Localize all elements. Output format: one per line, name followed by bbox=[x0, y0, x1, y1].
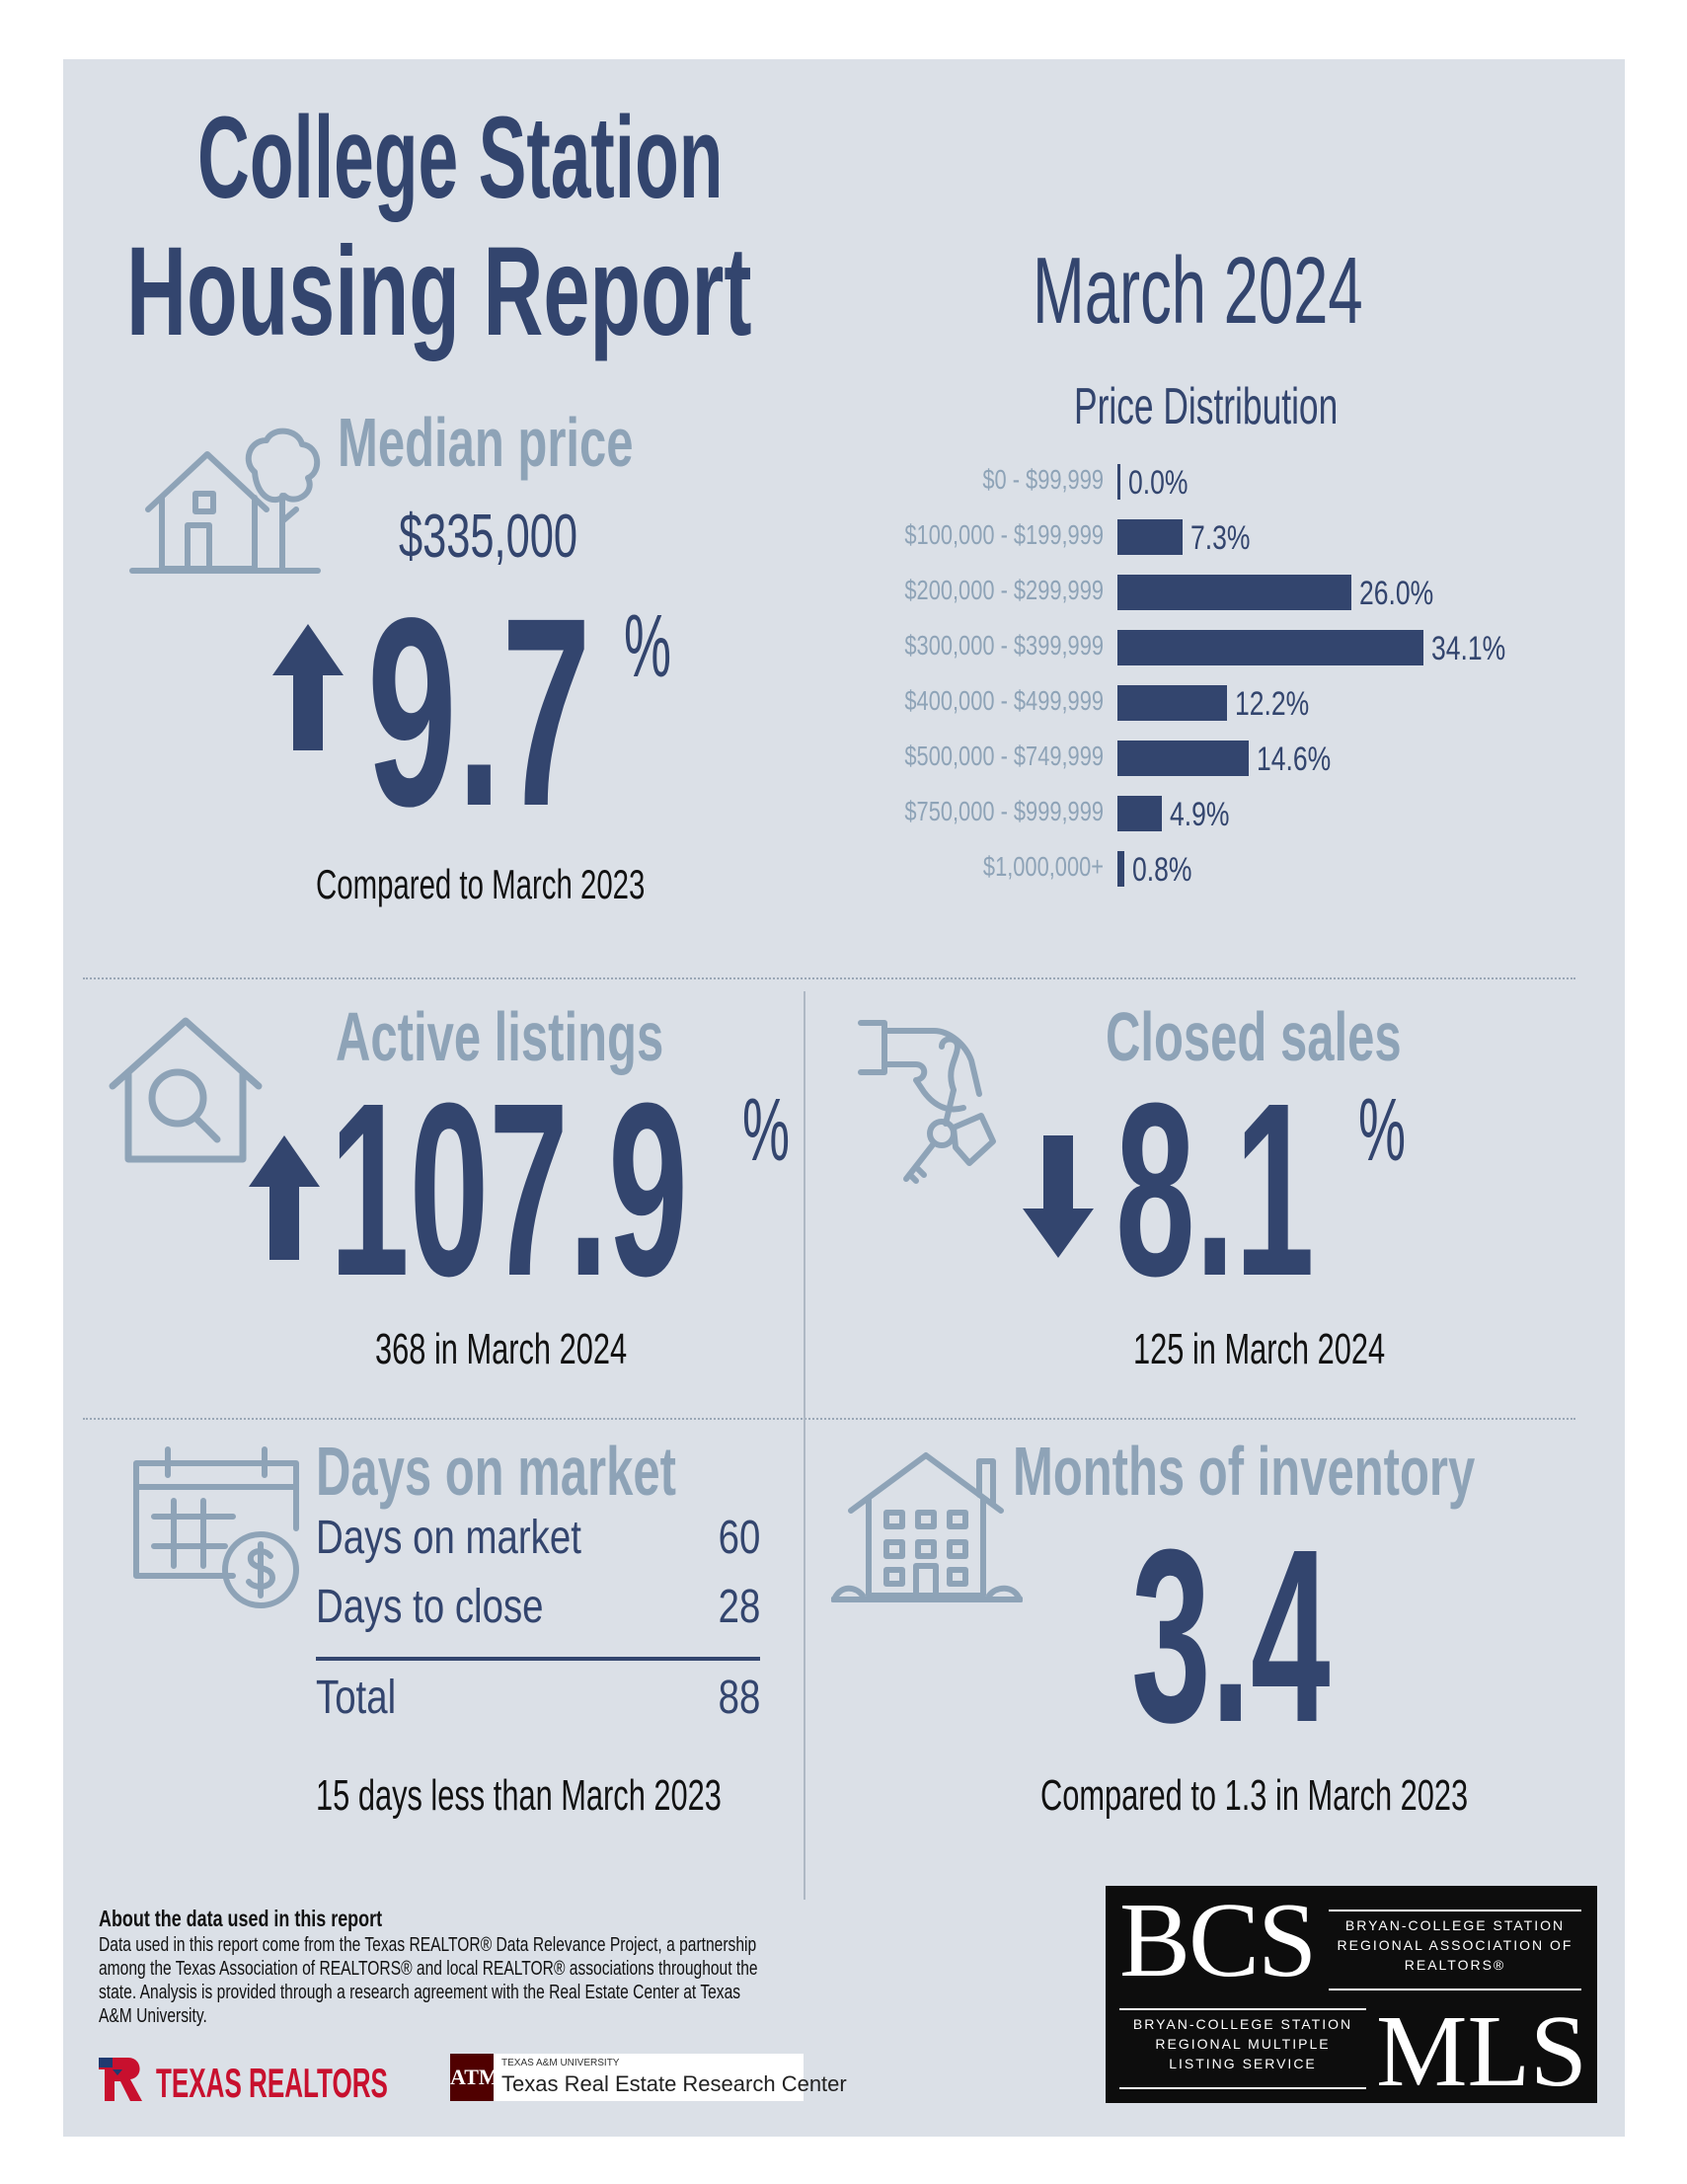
value-label: 26.0% bbox=[1358, 575, 1433, 612]
divider-horizontal-2 bbox=[83, 1418, 1575, 1420]
about-text: Data used in this report come from the T… bbox=[99, 1934, 758, 2027]
bar bbox=[1117, 464, 1120, 500]
tamu-real-estate-center-logo: ATM TEXAS A&M UNIVERSITY Texas Real Esta… bbox=[450, 2054, 847, 2101]
days-on-market-heading: Days on market bbox=[316, 1433, 676, 1510]
table-row: Days on market 60 bbox=[316, 1511, 760, 1565]
mls-org-box: BRYAN-COLLEGE STATION REGIONAL MULTIPLE … bbox=[1119, 2008, 1366, 2089]
row-value: 28 bbox=[718, 1581, 760, 1633]
bar bbox=[1117, 851, 1125, 887]
category-label: $200,000 - $299,999 bbox=[904, 575, 1104, 605]
mls-org-name: BRYAN-COLLEGE STATION REGIONAL MULTIPLE … bbox=[1132, 2016, 1353, 2071]
active-listings-note: 368 in March 2024 bbox=[375, 1325, 628, 1373]
median-price-change: 9.7 bbox=[367, 562, 591, 862]
report-period: March 2024 bbox=[1033, 238, 1363, 344]
bcs-letters: BCS bbox=[1119, 1882, 1317, 1999]
texas-realtors-logo: TEXAS REALTORS bbox=[99, 2056, 434, 2106]
tamu-center-name: Texas Real Estate Research Center bbox=[501, 2071, 847, 2096]
median-price-value: $335,000 bbox=[399, 503, 578, 571]
aggie-atm-icon: ATM bbox=[450, 2054, 499, 2101]
months-inventory-note: Compared to 1.3 in March 2023 bbox=[1040, 1771, 1469, 1820]
arrow-up-icon bbox=[268, 624, 347, 752]
bar bbox=[1117, 685, 1228, 721]
row-label: Days to close bbox=[316, 1581, 544, 1633]
house-magnifier-icon bbox=[107, 1015, 265, 1165]
value-label: 7.3% bbox=[1190, 519, 1251, 557]
days-on-market-table: Days on market 60 Days to close 28 Total… bbox=[316, 1511, 760, 1748]
category-label: $0 - $99,999 bbox=[982, 464, 1104, 495]
closed-sales-heading: Closed sales bbox=[1106, 998, 1402, 1075]
title-line2: Housing Report bbox=[126, 221, 752, 362]
median-price-percent-sign: % bbox=[624, 597, 672, 696]
tamu-small-label: TEXAS A&M UNIVERSITY bbox=[501, 2058, 620, 2068]
arrow-up-icon bbox=[247, 1135, 322, 1262]
total-rule bbox=[316, 1657, 760, 1661]
table-row: Days to close 28 bbox=[316, 1580, 760, 1634]
report-panel bbox=[63, 59, 1625, 2137]
value-label: 0.8% bbox=[1132, 851, 1192, 889]
bar bbox=[1117, 741, 1249, 776]
active-listings-change: 107.9 bbox=[330, 1052, 688, 1327]
mls-letters: MLS bbox=[1376, 1994, 1587, 2108]
category-label: $750,000 - $999,999 bbox=[904, 796, 1104, 826]
months-inventory-value: 3.4 bbox=[1131, 1498, 1331, 1773]
value-label: 0.0% bbox=[1128, 464, 1189, 502]
apartment-building-icon bbox=[830, 1447, 1024, 1609]
hand-keys-icon bbox=[855, 1017, 1033, 1195]
active-listings-heading: Active listings bbox=[336, 998, 664, 1075]
house-with-tree-icon bbox=[126, 423, 324, 581]
value-label: 12.2% bbox=[1235, 685, 1310, 723]
category-label: $400,000 - $499,999 bbox=[904, 685, 1104, 716]
bar bbox=[1117, 630, 1424, 665]
divider-vertical bbox=[804, 991, 805, 1900]
calendar-dollar-icon bbox=[130, 1443, 304, 1613]
price-distribution-chart: $0 - $99,999 0.0% $100,000 - $199,999 7.3% $… bbox=[750, 462, 1560, 897]
texas-realtors-mark-icon bbox=[99, 2058, 142, 2101]
value-label: 14.6% bbox=[1256, 741, 1332, 778]
value-label: 34.1% bbox=[1431, 630, 1506, 667]
chart-title: Price Distribution bbox=[1074, 378, 1339, 435]
median-price-note: Compared to March 2023 bbox=[316, 861, 646, 907]
total-value: 88 bbox=[718, 1672, 760, 1724]
closed-sales-note: 125 in March 2024 bbox=[1133, 1325, 1386, 1373]
category-label: $300,000 - $399,999 bbox=[904, 630, 1104, 661]
row-label: Days on market bbox=[316, 1512, 581, 1564]
days-on-market-note: 15 days less than March 2023 bbox=[316, 1771, 722, 1820]
value-label: 4.9% bbox=[1169, 796, 1230, 833]
bcs-org-box: BRYAN-COLLEGE STATION REGIONAL ASSOCIATI… bbox=[1329, 1910, 1581, 1990]
total-label: Total bbox=[316, 1672, 397, 1724]
months-inventory-heading: Months of inventory bbox=[1013, 1433, 1476, 1510]
divider-horizontal-1 bbox=[83, 977, 1575, 979]
arrow-down-icon bbox=[1021, 1135, 1096, 1260]
bar bbox=[1117, 796, 1162, 831]
median-price-heading: Median price bbox=[338, 404, 634, 481]
total-row: Total 88 bbox=[316, 1671, 760, 1725]
category-label: $500,000 - $749,999 bbox=[904, 741, 1104, 771]
title-line1: College Station bbox=[197, 93, 724, 223]
texas-realtors-wordmark: TEXAS REALTORS bbox=[156, 2060, 388, 2106]
active-listings-percent-sign: % bbox=[742, 1081, 791, 1180]
bcs-mls-logo: BCS BRYAN-COLLEGE STATION REGIONAL ASSOC… bbox=[1106, 1886, 1597, 2103]
closed-sales-percent-sign: % bbox=[1358, 1081, 1407, 1180]
category-label: $100,000 - $199,999 bbox=[904, 519, 1104, 550]
row-value: 60 bbox=[718, 1512, 760, 1564]
bcs-org-name: BRYAN-COLLEGE STATION REGIONAL ASSOCIATI… bbox=[1337, 1917, 1573, 1973]
about-heading: About the data used in this report bbox=[99, 1906, 383, 1931]
bar bbox=[1117, 519, 1184, 555]
bar bbox=[1117, 575, 1351, 610]
closed-sales-change: 8.1 bbox=[1115, 1052, 1315, 1327]
category-label: $1,000,000+ bbox=[982, 851, 1104, 882]
